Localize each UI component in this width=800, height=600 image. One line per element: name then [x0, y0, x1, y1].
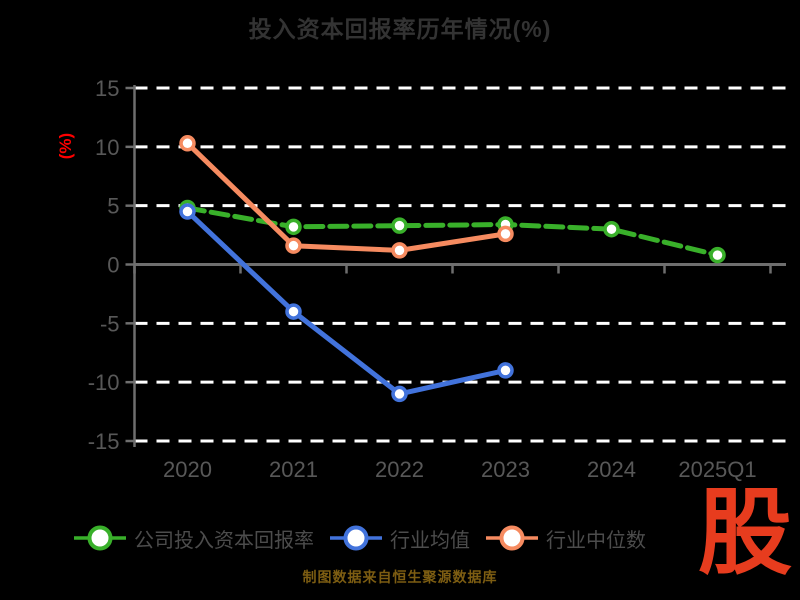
chart-title: 投入资本回报率历年情况(%) — [248, 16, 552, 42]
svg-text:2024: 2024 — [587, 457, 636, 482]
svg-text:10: 10 — [95, 135, 119, 160]
svg-text:2023: 2023 — [481, 457, 530, 482]
svg-text:2020: 2020 — [163, 457, 212, 482]
svg-text:-5: -5 — [100, 311, 120, 336]
svg-text:-15: -15 — [88, 429, 120, 454]
svg-text:-10: -10 — [88, 370, 120, 395]
legend-label-industry-median: 行业中位数 — [546, 529, 646, 552]
svg-text:2022: 2022 — [375, 457, 424, 482]
line-circle-marker-icon — [330, 525, 382, 551]
svg-text:15: 15 — [95, 76, 119, 101]
svg-text:5: 5 — [107, 194, 119, 219]
svg-text:0: 0 — [107, 253, 119, 278]
line-circle-marker-icon — [486, 525, 538, 551]
legend-item-industry-median[interactable]: 行业中位数 — [484, 523, 646, 553]
legend-item-industry-mean[interactable]: 行业均值 — [328, 523, 470, 553]
svg-text:2025Q1: 2025Q1 — [678, 457, 756, 482]
legend-item-company-roic[interactable]: 公司投入资本回报率 — [72, 523, 314, 553]
svg-text:2021: 2021 — [269, 457, 318, 482]
data-source-note: 制图数据来自恒生聚源数据库 — [302, 569, 498, 585]
line-circle-marker-icon — [74, 525, 126, 551]
chart-legend: 公司投入资本回报率 行业均值 行业中位数 — [0, 514, 800, 562]
legend-label-company-roic: 公司投入资本回报率 — [134, 529, 314, 552]
legend-label-industry-mean: 行业均值 — [390, 529, 470, 552]
stock-logo-glyph: 股 — [697, 479, 792, 588]
